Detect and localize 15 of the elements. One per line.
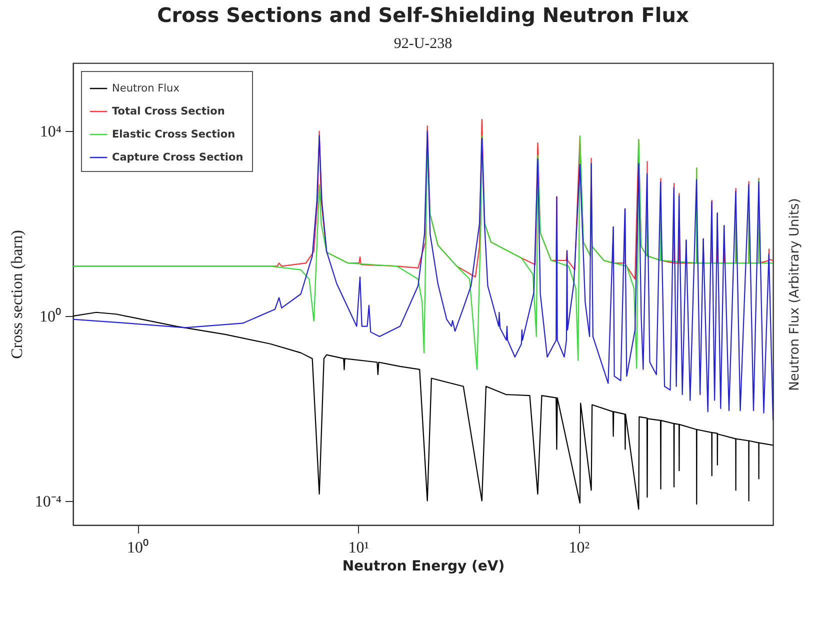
y-tick-label: 10⁻⁴ <box>34 493 62 510</box>
y-tick-label: 10⁰ <box>40 308 62 326</box>
legend-label: Elastic Cross Section <box>112 128 236 140</box>
legend-label: Total Cross Section <box>112 106 225 118</box>
y-axis-title: Cross section (barn) <box>8 230 26 359</box>
legend-label: Neutron Flux <box>112 82 180 94</box>
x-tick-label: 10² <box>568 540 590 556</box>
x-tick-label: 10⁰ <box>127 538 150 556</box>
y-tick-label: 10⁴ <box>40 124 62 141</box>
legend-label: Capture Cross Section <box>112 152 244 164</box>
x-tick-label: 10¹ <box>348 540 370 556</box>
chart-subtitle: 92-U-238 <box>394 36 452 52</box>
x-axis-title: Neutron Energy (eV) <box>342 558 505 574</box>
y2-axis-title: Neutron Flux (Arbitrary Units) <box>788 198 802 391</box>
chart-title: Cross Sections and Self-Shielding Neutron Flux <box>157 3 689 27</box>
